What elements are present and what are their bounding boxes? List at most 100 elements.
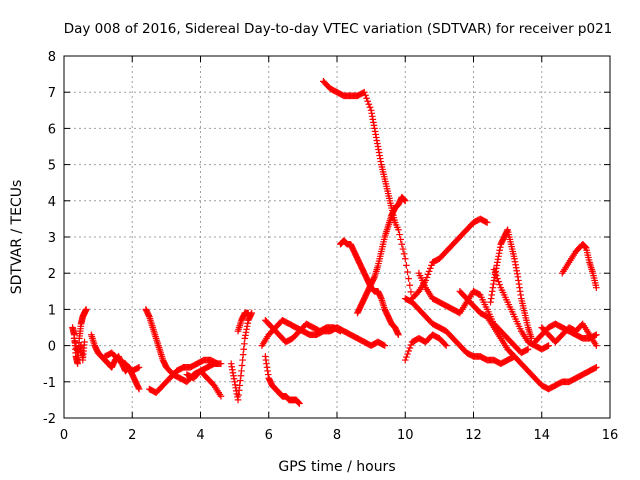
data-point bbox=[380, 341, 387, 349]
data-point bbox=[523, 346, 531, 354]
y-axis-label: SDTVAR / TECUs bbox=[9, 180, 25, 295]
data-point bbox=[135, 385, 143, 393]
data-point bbox=[403, 353, 410, 361]
data-point bbox=[496, 281, 503, 288]
x-tick-label: 4 bbox=[196, 428, 204, 443]
data-point bbox=[407, 288, 415, 296]
data-point bbox=[405, 347, 412, 355]
data-point bbox=[404, 350, 411, 358]
y-tick-label: 7 bbox=[48, 86, 56, 101]
series-track-d bbox=[101, 349, 143, 375]
data-point bbox=[404, 268, 411, 276]
data-point bbox=[406, 344, 414, 352]
series-track-x bbox=[538, 320, 600, 349]
x-tick-label: 16 bbox=[602, 428, 619, 443]
data-point bbox=[545, 342, 552, 349]
x-tick-label: 8 bbox=[333, 428, 341, 443]
series-track-g bbox=[183, 367, 225, 400]
data-point bbox=[365, 100, 373, 108]
data-point bbox=[217, 392, 225, 400]
data-point bbox=[397, 236, 404, 243]
grid bbox=[64, 56, 610, 418]
data-point bbox=[483, 219, 491, 226]
series-track-m bbox=[320, 78, 399, 226]
data-point bbox=[395, 226, 402, 234]
data-point bbox=[395, 331, 402, 339]
x-tick-label: 10 bbox=[397, 428, 414, 443]
x-tick-label: 2 bbox=[128, 428, 136, 443]
data-point bbox=[407, 341, 415, 349]
data-point bbox=[214, 360, 221, 367]
data-point bbox=[423, 274, 431, 281]
series-track-r bbox=[401, 331, 450, 364]
y-tick-label: -2 bbox=[43, 412, 56, 427]
data-point bbox=[593, 331, 600, 339]
data-point bbox=[591, 364, 599, 372]
data-point bbox=[401, 197, 409, 205]
data-point bbox=[424, 271, 432, 278]
y-tick-label: -1 bbox=[43, 376, 56, 391]
data-point bbox=[337, 327, 344, 335]
data-point bbox=[400, 250, 408, 258]
series-track-t bbox=[456, 288, 600, 393]
data-point bbox=[405, 275, 412, 282]
series-track-h bbox=[227, 309, 255, 404]
y-tick-label: 2 bbox=[48, 267, 56, 282]
data-point bbox=[482, 218, 490, 226]
y-tick-label: 1 bbox=[48, 303, 56, 318]
data-point bbox=[401, 255, 409, 263]
data-point bbox=[495, 278, 502, 285]
x-axis-label: GPS time / hours bbox=[278, 459, 395, 475]
series-track-u bbox=[487, 226, 535, 342]
series-track-a bbox=[69, 306, 90, 367]
data-point bbox=[491, 269, 499, 276]
series-track-p bbox=[388, 211, 491, 302]
data-point bbox=[442, 342, 450, 349]
series-track-l bbox=[262, 316, 344, 346]
data-point bbox=[492, 272, 500, 279]
data-point bbox=[425, 268, 433, 275]
series-track-i bbox=[234, 309, 252, 335]
data-point bbox=[398, 240, 406, 248]
x-tick-label: 0 bbox=[60, 428, 68, 443]
data-point bbox=[213, 359, 220, 367]
data-point bbox=[364, 97, 372, 105]
data-point bbox=[544, 342, 551, 350]
data-point bbox=[381, 342, 389, 349]
data-point bbox=[335, 327, 343, 334]
data-point bbox=[426, 265, 434, 272]
series-track-y bbox=[558, 240, 600, 291]
y-tick-label: 0 bbox=[48, 340, 56, 355]
data-point bbox=[134, 364, 142, 372]
data-point bbox=[399, 245, 407, 253]
data-point bbox=[396, 231, 403, 238]
data-point bbox=[401, 356, 409, 364]
x-tick-label: 12 bbox=[465, 428, 482, 443]
y-tick-label: 6 bbox=[48, 122, 56, 137]
series-track-s bbox=[415, 269, 532, 357]
series-track-v bbox=[490, 266, 552, 353]
data-point bbox=[363, 94, 370, 102]
data-point bbox=[366, 103, 374, 111]
data-point bbox=[428, 262, 435, 269]
x-tick-label: 14 bbox=[533, 428, 550, 443]
data-points bbox=[69, 78, 600, 407]
data-point bbox=[81, 338, 88, 346]
data-point bbox=[296, 400, 303, 407]
data-point bbox=[490, 266, 498, 273]
series-track-c bbox=[88, 331, 143, 393]
series-track-b bbox=[70, 335, 88, 364]
chart-title: Day 008 of 2016, Sidereal Day-to-day VTE… bbox=[64, 21, 613, 37]
data-point bbox=[361, 88, 368, 96]
y-tick-label: 8 bbox=[48, 50, 56, 65]
series-track-o bbox=[354, 193, 409, 317]
data-point bbox=[406, 281, 414, 289]
data-point bbox=[593, 342, 600, 349]
series-track-j bbox=[262, 353, 303, 407]
data-point bbox=[441, 341, 449, 348]
y-tick-label: 4 bbox=[48, 195, 56, 210]
data-point bbox=[82, 306, 90, 313]
data-point bbox=[524, 345, 532, 353]
